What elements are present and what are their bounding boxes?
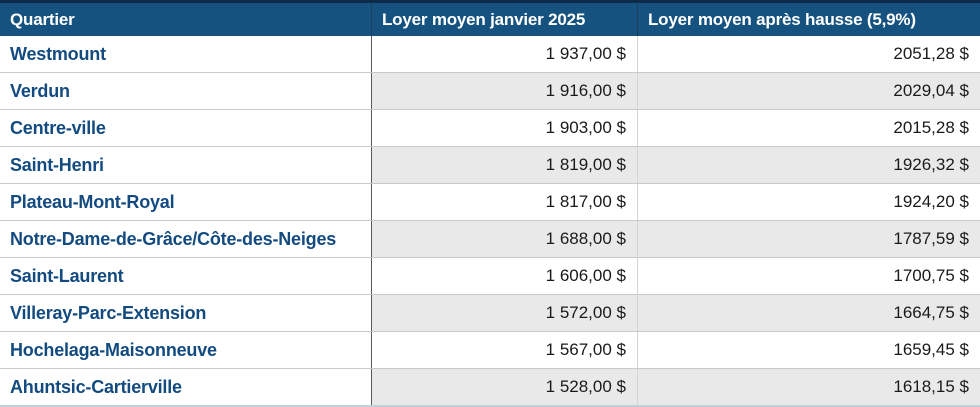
rent-january-value: 1 817,00 $ <box>545 192 626 211</box>
table-header-row: Quartier Loyer moyen janvier 2025 Loyer … <box>0 0 980 36</box>
table-row: Villeray-Parc-Extension 1 572,00 $ 1664,… <box>0 295 980 332</box>
quartier-label: Plateau-Mont-Royal <box>10 191 175 212</box>
rent-january-cell: 1 572,00 $ <box>372 295 638 331</box>
column-header-label: Loyer moyen après hausse (5,9%) <box>648 9 916 29</box>
quartier-label: Centre-ville <box>10 117 106 138</box>
rent-january-cell: 1 937,00 $ <box>372 36 638 72</box>
rent-january-value: 1 903,00 $ <box>545 118 626 137</box>
rent-after-increase-value: 2015,28 $ <box>893 118 969 137</box>
rent-after-increase-value: 1924,20 $ <box>893 192 969 211</box>
quartier-label: Saint-Henri <box>10 154 104 175</box>
rent-january-cell: 1 567,00 $ <box>372 332 638 368</box>
rent-after-increase-value: 1700,75 $ <box>893 266 969 285</box>
quartier-cell: Saint-Laurent <box>0 258 372 294</box>
rent-after-increase-value: 1926,32 $ <box>893 155 969 174</box>
table-row: Plateau-Mont-Royal 1 817,00 $ 1924,20 $ <box>0 184 980 221</box>
table-row: Verdun 1 916,00 $ 2029,04 $ <box>0 73 980 110</box>
table-body: Westmount 1 937,00 $ 2051,28 $ Verdun 1 … <box>0 36 980 405</box>
quartier-label: Villeray-Parc-Extension <box>10 302 207 323</box>
rent-january-cell: 1 916,00 $ <box>372 73 638 109</box>
column-header-quartier: Quartier <box>0 3 372 36</box>
rent-after-increase-value: 2029,04 $ <box>893 81 969 100</box>
quartier-cell: Plateau-Mont-Royal <box>0 184 372 220</box>
quartier-cell: Villeray-Parc-Extension <box>0 295 372 331</box>
quartier-label: Verdun <box>10 80 70 101</box>
rent-january-cell: 1 819,00 $ <box>372 147 638 183</box>
quartier-label: Westmount <box>10 43 106 64</box>
rent-after-increase-value: 1659,45 $ <box>893 340 969 359</box>
column-header-loyer-janvier: Loyer moyen janvier 2025 <box>372 3 638 36</box>
column-header-label: Quartier <box>10 9 75 29</box>
rent-after-increase-cell: 1787,59 $ <box>638 221 980 257</box>
quartier-cell: Hochelaga-Maisonneuve <box>0 332 372 368</box>
quartier-cell: Verdun <box>0 73 372 109</box>
rent-after-increase-cell: 1664,75 $ <box>638 295 980 331</box>
rent-after-increase-cell: 2051,28 $ <box>638 36 980 72</box>
rent-after-increase-value: 1664,75 $ <box>893 303 969 322</box>
table-row: Centre-ville 1 903,00 $ 2015,28 $ <box>0 110 980 147</box>
rent-after-increase-cell: 1926,32 $ <box>638 147 980 183</box>
quartier-cell: Centre-ville <box>0 110 372 146</box>
rent-january-cell: 1 688,00 $ <box>372 221 638 257</box>
rent-january-cell: 1 817,00 $ <box>372 184 638 220</box>
rent-january-value: 1 606,00 $ <box>545 266 626 285</box>
rent-after-increase-value: 1618,15 $ <box>893 377 969 396</box>
rent-after-increase-value: 2051,28 $ <box>893 44 969 63</box>
quartier-cell: Westmount <box>0 36 372 72</box>
rent-after-increase-cell: 1659,45 $ <box>638 332 980 368</box>
quartier-label: Ahuntsic-Cartierville <box>10 376 182 397</box>
column-header-label: Loyer moyen janvier 2025 <box>382 9 586 29</box>
rent-january-value: 1 688,00 $ <box>545 229 626 248</box>
table-row: Ahuntsic-Cartierville 1 528,00 $ 1618,15… <box>0 369 980 405</box>
quartier-label: Notre-Dame-de-Grâce/Côte-des-Neiges <box>10 228 337 249</box>
rent-after-increase-cell: 1618,15 $ <box>638 369 980 405</box>
quartier-cell: Ahuntsic-Cartierville <box>0 369 372 405</box>
rent-january-cell: 1 903,00 $ <box>372 110 638 146</box>
rent-january-value: 1 528,00 $ <box>545 377 626 396</box>
rent-january-value: 1 567,00 $ <box>545 340 626 359</box>
quartier-label: Hochelaga-Maisonneuve <box>10 339 217 360</box>
rent-january-value: 1 937,00 $ <box>545 44 626 63</box>
rent-after-increase-cell: 2015,28 $ <box>638 110 980 146</box>
rent-january-value: 1 916,00 $ <box>545 81 626 100</box>
quartier-cell: Saint-Henri <box>0 147 372 183</box>
rent-january-value: 1 572,00 $ <box>545 303 626 322</box>
rent-after-increase-value: 1787,59 $ <box>893 229 969 248</box>
table-row: Notre-Dame-de-Grâce/Côte-des-Neiges 1 68… <box>0 221 980 258</box>
column-header-loyer-apres-hausse: Loyer moyen après hausse (5,9%) <box>638 3 980 36</box>
rent-after-increase-cell: 2029,04 $ <box>638 73 980 109</box>
rent-january-cell: 1 606,00 $ <box>372 258 638 294</box>
table-row: Hochelaga-Maisonneuve 1 567,00 $ 1659,45… <box>0 332 980 369</box>
rent-january-value: 1 819,00 $ <box>545 155 626 174</box>
table-row: Saint-Laurent 1 606,00 $ 1700,75 $ <box>0 258 980 295</box>
quartier-label: Saint-Laurent <box>10 265 124 286</box>
rent-january-cell: 1 528,00 $ <box>372 369 638 405</box>
table-row: Westmount 1 937,00 $ 2051,28 $ <box>0 36 980 73</box>
quartier-cell: Notre-Dame-de-Grâce/Côte-des-Neiges <box>0 221 372 257</box>
table-row: Saint-Henri 1 819,00 $ 1926,32 $ <box>0 147 980 184</box>
rent-after-increase-cell: 1924,20 $ <box>638 184 980 220</box>
rent-after-increase-cell: 1700,75 $ <box>638 258 980 294</box>
